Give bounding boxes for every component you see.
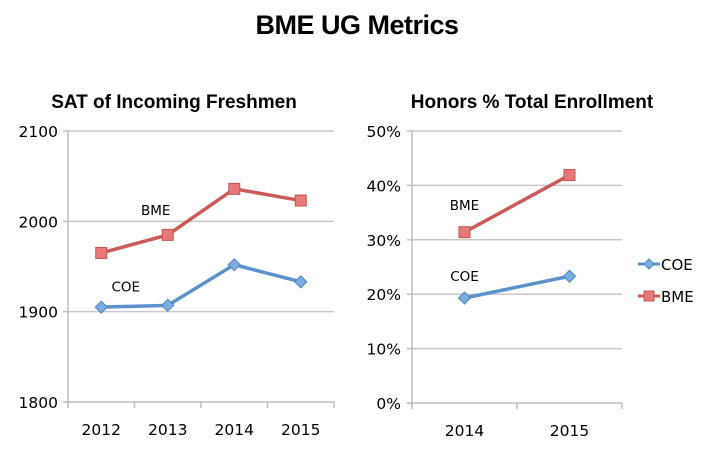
legend: COE BME — [638, 256, 694, 306]
data-point-square — [563, 169, 576, 182]
y-tick-label: 40% — [367, 177, 401, 195]
y-tick-label: 2000 — [19, 213, 58, 231]
legend-label: BME — [661, 288, 694, 306]
y-tick-label: 2100 — [19, 123, 58, 141]
y-tick-label: 1900 — [19, 304, 58, 322]
series-coe: COE — [450, 269, 577, 305]
series-annotation: BME — [450, 198, 479, 214]
page-title: BME UG Metrics — [255, 10, 459, 40]
x-tick-label: 2015 — [550, 422, 589, 440]
y-tick-label: 10% — [367, 341, 401, 359]
legend-marker-square — [643, 290, 655, 302]
chart-2: Honors % Total Enrollment 0% 10% 20% 30% 40% 5… — [367, 92, 694, 440]
series-line — [101, 262, 302, 309]
y-tick-label: 50% — [367, 123, 401, 141]
chart-title: Honors % Total Enrollment — [411, 92, 654, 113]
legend-marker-diamond — [643, 258, 655, 270]
data-point-diamond — [227, 257, 241, 272]
series-annotation: BME — [141, 203, 170, 219]
data-point-square — [95, 246, 108, 259]
series-bme: BME — [95, 182, 307, 259]
x-tick-label: 2014 — [215, 421, 254, 439]
chart-title: SAT of Incoming Freshmen — [51, 92, 297, 113]
series-coe: COE — [94, 257, 308, 314]
legend-label: COE — [661, 256, 693, 274]
y-tick-label: 20% — [367, 286, 401, 304]
data-point-square — [228, 182, 241, 195]
data-point-square — [458, 226, 471, 239]
data-point-diamond — [94, 300, 108, 314]
data-point-square — [161, 228, 174, 241]
x-tick-label: 2012 — [82, 421, 121, 439]
data-point-diamond — [457, 291, 472, 305]
x-tick-label: 2013 — [148, 421, 187, 439]
data-point-square — [294, 194, 307, 207]
series-line — [100, 187, 302, 255]
y-tick-label: 0% — [376, 395, 401, 413]
x-tick-label: 2015 — [281, 421, 320, 439]
data-point-diamond — [562, 269, 577, 283]
series-annotation: COE — [450, 269, 479, 285]
series-bme: BME — [450, 169, 576, 239]
data-point-diamond — [161, 298, 175, 313]
y-tick-label: 30% — [367, 232, 401, 250]
chart-1: SAT of Incoming Freshmen 1800 1900 2000 2100… — [19, 92, 335, 439]
x-tick-label: 2014 — [445, 422, 484, 440]
y-tick-label: 1800 — [19, 394, 58, 412]
data-point-diamond — [294, 275, 308, 289]
series-line — [464, 274, 570, 300]
series-line — [463, 173, 571, 234]
series-annotation: COE — [111, 279, 140, 295]
